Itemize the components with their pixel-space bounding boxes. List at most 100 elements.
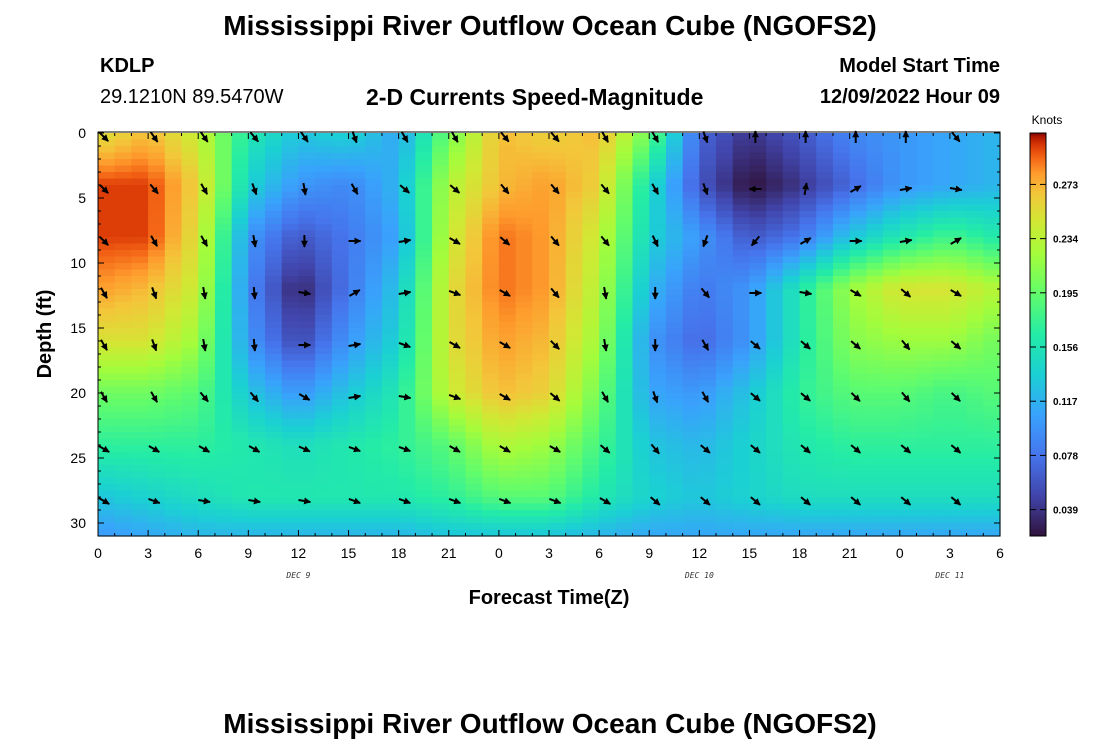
heat-cell — [832, 269, 851, 277]
current-arrow — [148, 445, 160, 453]
heat-cell — [482, 295, 500, 303]
heat-cell — [164, 302, 183, 310]
heat-cell — [198, 432, 216, 440]
heat-cell — [582, 250, 600, 258]
heat-cell — [331, 250, 350, 258]
heat-cell — [649, 243, 667, 251]
heat-cell — [849, 282, 867, 290]
heat-cell — [649, 211, 667, 219]
heat-cell — [398, 471, 416, 479]
heat-cell — [482, 198, 500, 206]
heat-cell — [114, 321, 132, 329]
heat-cell — [248, 432, 266, 440]
heat-cell — [632, 289, 650, 297]
heat-cell — [582, 328, 600, 336]
heat-cell — [933, 341, 951, 349]
heat-cell — [248, 211, 266, 219]
heat-cell — [298, 523, 316, 531]
heat-cell — [799, 471, 817, 479]
heat-cell — [682, 425, 700, 433]
heat-cell — [532, 237, 550, 245]
heat-cell — [816, 165, 834, 173]
heat-cell — [515, 471, 533, 479]
heat-cell — [298, 256, 316, 264]
heat-cell — [599, 302, 617, 310]
heat-cell — [983, 503, 1001, 511]
heat-cell — [198, 191, 216, 199]
heat-cell — [549, 256, 567, 264]
heat-cell — [281, 529, 300, 537]
heat-cell — [498, 503, 517, 511]
heat-cell — [716, 529, 734, 537]
heat-cell — [866, 360, 884, 368]
heat-cell — [849, 146, 867, 154]
heat-cell — [164, 217, 183, 225]
heat-cell — [665, 386, 684, 394]
heat-cell — [816, 237, 834, 245]
heat-cell — [983, 432, 1001, 440]
heat-cell — [665, 399, 684, 407]
heat-cell — [549, 321, 567, 329]
heat-cell — [649, 490, 667, 498]
heat-cell — [331, 503, 350, 511]
heat-cell — [983, 445, 1001, 453]
heat-cell — [933, 529, 951, 537]
heat-cell — [649, 237, 667, 245]
heat-cell — [832, 373, 851, 381]
heat-cell — [315, 484, 333, 492]
heat-cell — [515, 334, 533, 342]
heat-cell — [883, 360, 901, 368]
heat-cell — [432, 159, 450, 167]
heat-cell — [114, 490, 132, 498]
heat-cell — [315, 276, 333, 284]
heat-cell — [181, 529, 199, 537]
heat-cell — [298, 406, 316, 414]
heat-cell — [532, 269, 550, 277]
heat-cell — [933, 263, 951, 271]
heat-cell — [716, 315, 734, 323]
heat-cell — [832, 295, 851, 303]
heat-cell — [699, 490, 717, 498]
heat-cell — [365, 367, 383, 375]
heat-cell — [665, 516, 684, 524]
heat-cell — [198, 230, 216, 238]
heat-cell — [515, 464, 533, 472]
current-arrow — [850, 444, 861, 454]
heat-cell — [916, 237, 934, 245]
heat-cell — [649, 217, 667, 225]
heat-cell — [348, 458, 366, 466]
heat-cell — [565, 328, 583, 336]
heat-cell — [515, 282, 533, 290]
heat-cell — [415, 399, 433, 407]
heat-cell — [966, 198, 984, 206]
heat-cell — [649, 146, 667, 154]
heat-cell — [532, 172, 550, 180]
heat-cell — [716, 412, 734, 420]
heat-cell — [615, 133, 634, 141]
heat-cell — [799, 276, 817, 284]
heat-cell — [181, 250, 199, 258]
heat-cell — [214, 211, 233, 219]
heat-cell — [482, 302, 500, 310]
heat-cell — [114, 484, 132, 492]
heat-cell — [482, 321, 500, 329]
heat-cell — [899, 380, 918, 388]
heat-cell — [214, 477, 233, 485]
heat-cell — [448, 464, 467, 472]
heat-cell — [866, 438, 884, 446]
heat-cell — [849, 302, 867, 310]
heat-cell — [916, 315, 934, 323]
heat-cell — [265, 347, 283, 355]
heat-cell — [799, 334, 817, 342]
heat-cell — [148, 204, 166, 212]
heat-cell — [181, 282, 199, 290]
heat-cell — [665, 269, 684, 277]
heat-cell — [799, 139, 817, 147]
heat-cell — [214, 438, 233, 446]
heat-cell — [265, 334, 283, 342]
heat-cell — [365, 477, 383, 485]
current-arrow — [398, 237, 412, 245]
heat-cell — [181, 399, 199, 407]
heat-cell — [983, 490, 1001, 498]
heat-cell — [966, 211, 984, 219]
